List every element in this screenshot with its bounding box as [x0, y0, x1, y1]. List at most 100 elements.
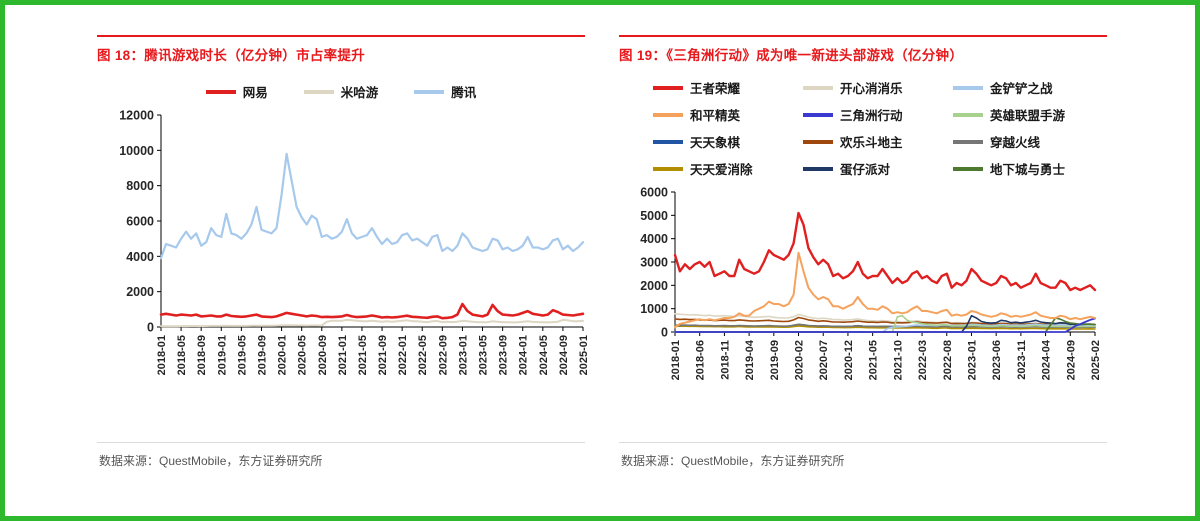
legend-item-天天爱消除: 天天爱消除 [653, 159, 799, 178]
svg-text:2019-09: 2019-09 [256, 335, 268, 375]
figure-19-source: 数据来源：QuestMobile，东方证券研究所 [619, 442, 1107, 479]
svg-text:2022-09: 2022-09 [437, 335, 449, 375]
svg-text:2018-09: 2018-09 [196, 335, 208, 375]
svg-text:2019-09: 2019-09 [769, 340, 781, 380]
legend-item-蛋仔派对: 蛋仔派对 [803, 159, 949, 178]
legend-item-米哈游: 米哈游 [303, 82, 379, 101]
svg-text:2021-01: 2021-01 [337, 335, 349, 375]
svg-text:2019-01: 2019-01 [216, 335, 228, 375]
figure-18-top-rule [97, 35, 585, 37]
svg-text:2021-10: 2021-10 [892, 340, 904, 380]
legend-item-金铲铲之战: 金铲铲之战 [953, 78, 1107, 97]
figure-19-line-chart: 0 1000 2000 3000 4000 5000 6000 2018-01 2018-06 2… [640, 186, 1102, 381]
svg-text:2023-01: 2023-01 [966, 340, 978, 380]
legend-label: 王者荣耀 [690, 82, 741, 96]
figure-18-line-chart: 0 2000 4000 6000 8000 10000 12000 2018-01 2018-0… [119, 109, 589, 376]
series-line-腾讯 [159, 152, 585, 260]
figure-19-top-rule [619, 35, 1107, 37]
legend-item-王者荣耀: 王者荣耀 [653, 78, 799, 97]
svg-text:2024-09: 2024-09 [558, 335, 570, 375]
svg-text:8000: 8000 [126, 179, 154, 193]
legend-swatch [953, 85, 983, 90]
svg-text:2018-05: 2018-05 [176, 335, 188, 375]
svg-text:6000: 6000 [640, 186, 668, 200]
legend-label: 穿越火线 [990, 136, 1041, 150]
legend-swatch [653, 139, 683, 144]
legend-item-穿越火线: 穿越火线 [953, 132, 1107, 151]
svg-text:2019-05: 2019-05 [236, 335, 248, 375]
series-line-天天爱消除 [674, 325, 1096, 330]
svg-text:2022-01: 2022-01 [397, 335, 409, 375]
legend-item-地下城与勇士: 地下城与勇士 [953, 159, 1107, 178]
legend-item-天天象棋: 天天象棋 [653, 132, 799, 151]
legend-swatch [653, 85, 683, 90]
svg-text:0: 0 [661, 326, 668, 340]
legend-label: 地下城与勇士 [990, 163, 1066, 177]
svg-text:2023-06: 2023-06 [991, 340, 1003, 380]
figure-18-source: 数据来源：QuestMobile，东方证券研究所 [97, 442, 585, 479]
legend-item-网易: 网易 [205, 82, 268, 101]
svg-text:2023-09: 2023-09 [498, 335, 510, 375]
svg-text:2023-11: 2023-11 [1016, 340, 1028, 380]
svg-text:2018-01: 2018-01 [156, 335, 168, 375]
legend-swatch [953, 112, 983, 117]
svg-text:2024-05: 2024-05 [538, 335, 550, 375]
legend-label: 三角洲行动 [840, 109, 903, 123]
svg-text:0: 0 [147, 321, 154, 335]
legend-swatch [653, 166, 683, 171]
svg-text:1000: 1000 [640, 302, 668, 316]
svg-text:2022-05: 2022-05 [417, 335, 429, 375]
svg-text:2024-01: 2024-01 [518, 335, 530, 375]
svg-text:2021-05: 2021-05 [868, 340, 880, 380]
legend-label: 金铲铲之战 [990, 82, 1053, 96]
legend-item-英雄联盟手游: 英雄联盟手游 [953, 105, 1107, 124]
svg-text:2000: 2000 [126, 285, 154, 299]
legend-item-腾讯: 腾讯 [414, 82, 476, 101]
figure-18-panel: 图 18：腾讯游戏时长（亿分钟）市占率提升 网易 米哈游 腾讯 0 2000 4000 6… [97, 35, 589, 479]
figure-19-panel: 图 19：《三角洲行动》成为唯一新进头部游戏（亿分钟） 王者荣耀 开心消消乐 金铲铲… [619, 35, 1107, 479]
svg-text:2018-01: 2018-01 [670, 340, 682, 380]
legend-swatch [803, 139, 833, 144]
svg-text:2024-09: 2024-09 [1065, 340, 1077, 380]
legend-swatch [653, 112, 683, 117]
svg-text:3000: 3000 [640, 256, 668, 270]
legend-label: 蛋仔派对 [840, 163, 891, 177]
svg-text:2018-06: 2018-06 [695, 340, 707, 380]
svg-text:2021-09: 2021-09 [377, 335, 389, 375]
svg-text:2024-04: 2024-04 [1041, 339, 1053, 380]
figure-19-title: 图 19：《三角洲行动》成为唯一新进头部游戏（亿分钟） [619, 48, 964, 63]
svg-text:2000: 2000 [640, 279, 668, 293]
svg-text:2025-02: 2025-02 [1090, 340, 1102, 380]
legend-label: 天天爱消除 [690, 163, 753, 177]
svg-text:2020-12: 2020-12 [843, 340, 855, 380]
svg-text:5000: 5000 [640, 209, 668, 223]
figure-19-legend: 王者荣耀 开心消消乐 金铲铲之战 和平精英 三角洲行动 英雄联盟手游 天天象棋 欢乐斗地主 穿越… [653, 78, 1107, 178]
svg-text:2020-05: 2020-05 [297, 335, 309, 375]
legend-swatch [953, 166, 983, 171]
svg-text:2023-05: 2023-05 [478, 335, 490, 375]
series-line-和平精英 [674, 251, 1096, 329]
legend-label: 腾讯 [451, 86, 477, 100]
legend-swatch [205, 89, 236, 94]
legend-swatch [303, 89, 334, 94]
series-line-三角洲行动 [674, 317, 1096, 333]
svg-text:2023-01: 2023-01 [457, 335, 469, 375]
figure-18-title: 图 18：腾讯游戏时长（亿分钟）市占率提升 [97, 48, 366, 63]
svg-text:2025-01: 2025-01 [578, 335, 589, 375]
legend-label: 网易 [242, 86, 268, 100]
svg-text:2018-11: 2018-11 [719, 340, 731, 380]
legend-swatch [414, 89, 445, 94]
legend-label: 和平精英 [690, 109, 741, 123]
svg-text:2019-04: 2019-04 [744, 339, 756, 380]
legend-label: 开心消消乐 [840, 82, 903, 96]
legend-item-三角洲行动: 三角洲行动 [803, 105, 949, 124]
legend-label: 米哈游 [340, 86, 379, 100]
svg-text:2020-07: 2020-07 [818, 340, 830, 380]
svg-text:2020-09: 2020-09 [317, 335, 329, 375]
svg-text:4000: 4000 [126, 250, 154, 264]
svg-text:2020-02: 2020-02 [794, 340, 806, 380]
svg-text:12000: 12000 [119, 109, 154, 123]
series-line-米哈游 [160, 318, 584, 328]
legend-item-和平精英: 和平精英 [653, 105, 799, 124]
